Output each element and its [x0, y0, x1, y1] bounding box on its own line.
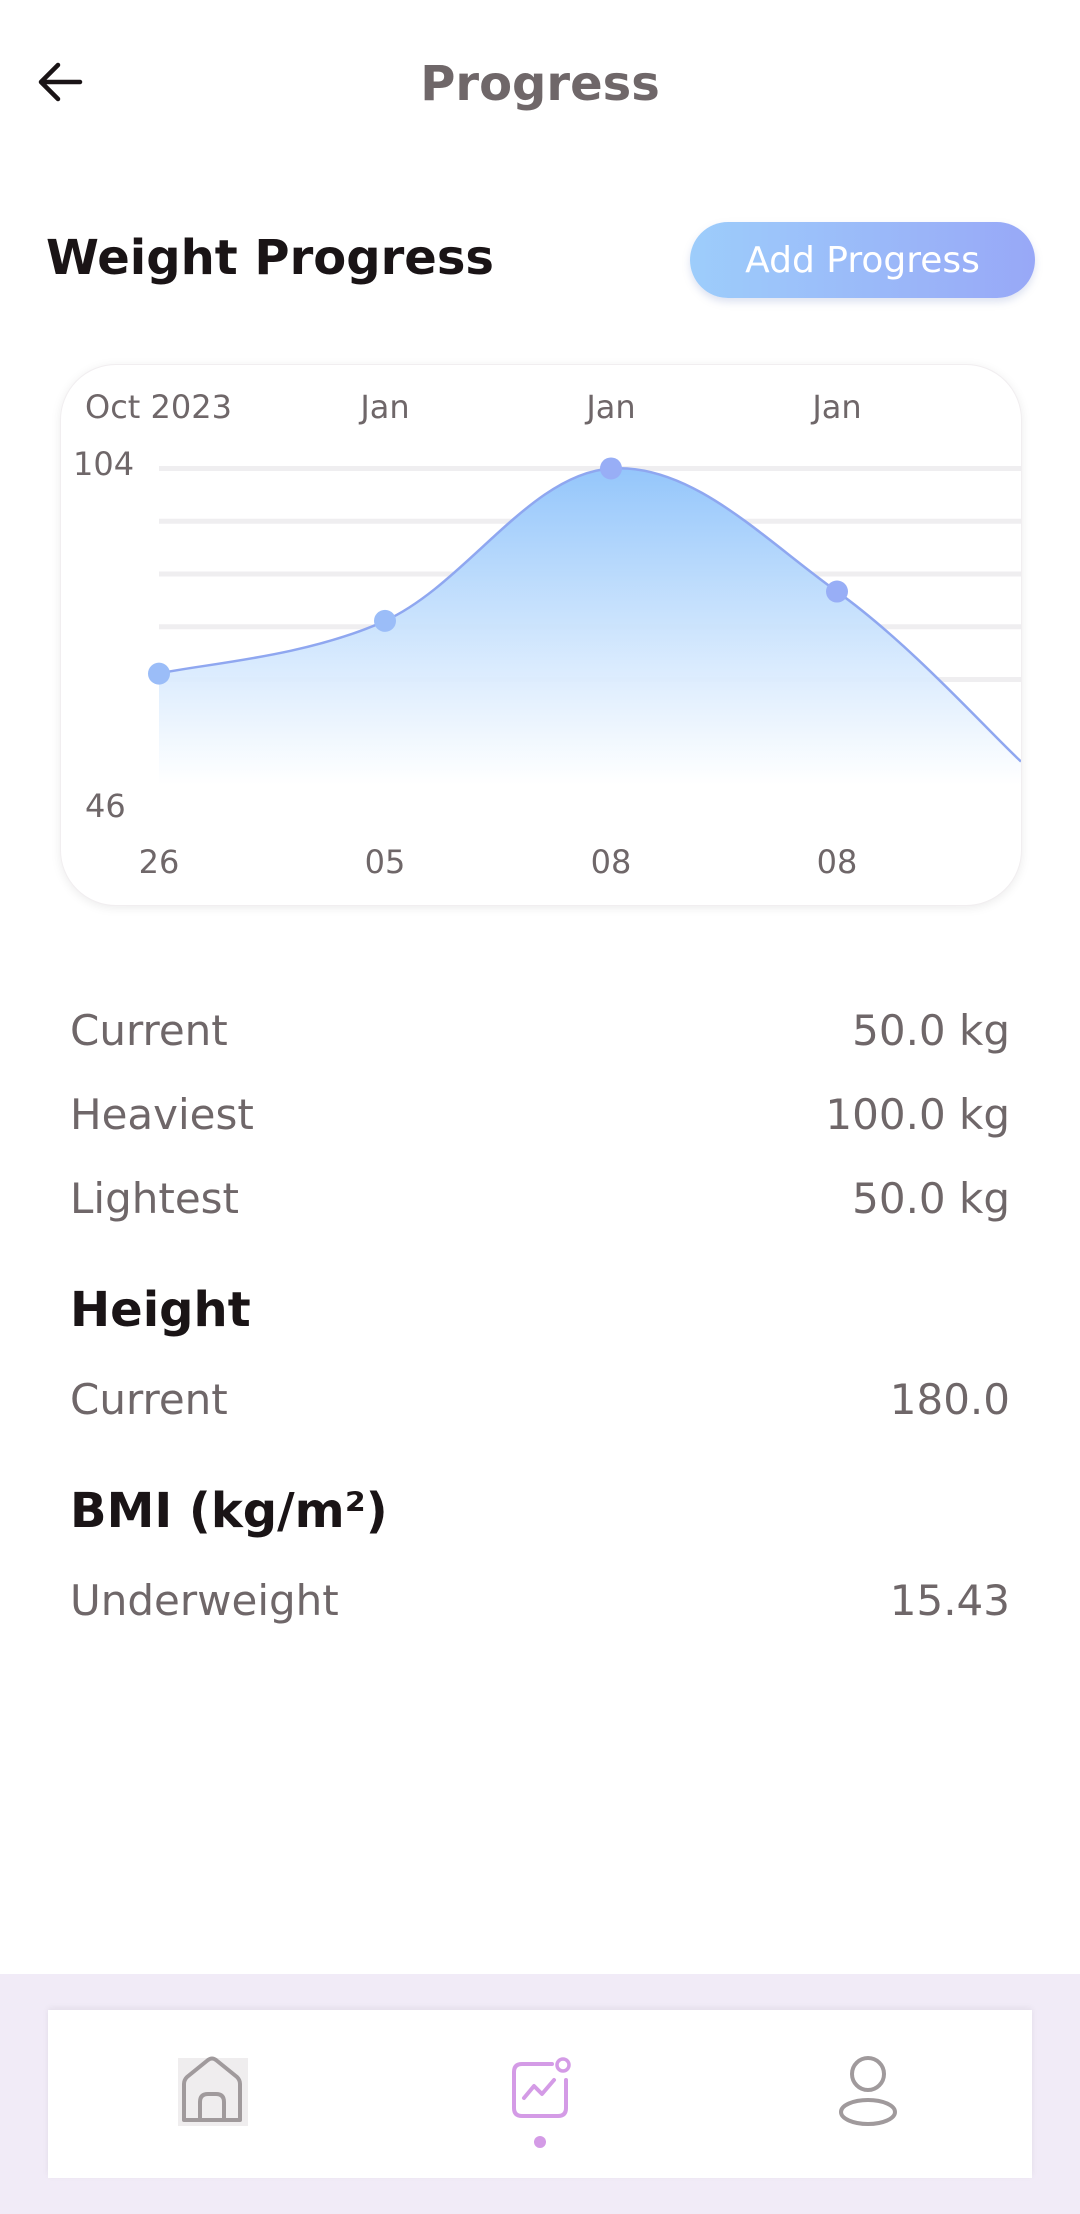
chart-area — [159, 468, 1021, 785]
chart-point[interactable] — [148, 662, 170, 685]
weight-chart-svg: Oct 2023 Jan Jan Jan 104 46 26 05 08 08 — [73, 388, 1021, 881]
x-bottom-label-4: 08 — [817, 843, 858, 881]
x-top-label-4: Jan — [810, 388, 861, 426]
stat-value: 100.0 kg — [825, 1089, 1010, 1139]
nav-home[interactable] — [152, 2030, 272, 2150]
stat-value: 50.0 kg — [852, 1173, 1010, 1223]
stat-label: Current — [70, 1005, 228, 1055]
stat-label: Heaviest — [70, 1089, 254, 1139]
nav-active-indicator — [534, 2136, 546, 2148]
stat-heaviest-weight: Heaviest 100.0 kg — [70, 1084, 1010, 1144]
nav-progress[interactable] — [480, 2030, 600, 2150]
height-heading: Height — [70, 1282, 251, 1338]
stat-label: Current — [70, 1374, 228, 1424]
stat-value: 180.0 — [889, 1374, 1010, 1424]
add-progress-button[interactable]: Add Progress — [690, 222, 1035, 298]
chart-point[interactable] — [600, 457, 622, 480]
stat-current-height: Current 180.0 — [70, 1369, 1010, 1429]
weight-progress-title: Weight Progress — [46, 230, 494, 286]
back-button[interactable] — [28, 50, 92, 114]
arrow-left-icon — [38, 62, 83, 102]
home-icon — [178, 2056, 248, 2126]
chart-point[interactable] — [374, 609, 396, 632]
x-top-label-2: Jan — [358, 388, 409, 426]
stat-value: 50.0 kg — [852, 1005, 1010, 1055]
stat-current-weight: Current 50.0 kg — [70, 1000, 1010, 1060]
stat-lightest-weight: Lightest 50.0 kg — [70, 1168, 1010, 1228]
x-top-label-3: Jan — [584, 388, 635, 426]
progress-chart-icon — [512, 2057, 571, 2118]
chart-point[interactable] — [826, 580, 848, 603]
x-bottom-label-1: 26 — [139, 843, 180, 881]
stat-label: Lightest — [70, 1173, 240, 1223]
x-bottom-label-3: 08 — [591, 843, 632, 881]
stat-value: 15.43 — [889, 1575, 1010, 1625]
y-tick-max: 104 — [73, 445, 134, 483]
bmi-heading: BMI (kg/m²) — [70, 1483, 388, 1539]
x-bottom-label-2: 05 — [365, 843, 406, 881]
stat-label: Underweight — [70, 1575, 339, 1625]
stat-bmi: Underweight 15.43 — [70, 1570, 1010, 1630]
nav-profile[interactable] — [808, 2030, 928, 2150]
weight-chart: Oct 2023 Jan Jan Jan 104 46 26 05 08 08 — [60, 364, 1022, 906]
profile-icon — [839, 2056, 897, 2126]
x-top-label-1: Oct 2023 — [85, 388, 232, 426]
y-tick-min: 46 — [85, 787, 126, 825]
page-title: Progress — [420, 56, 660, 112]
